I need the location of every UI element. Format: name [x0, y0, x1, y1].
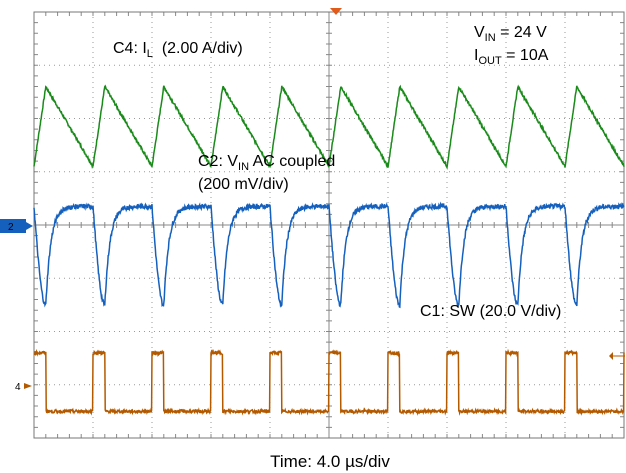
waveform-traces — [33, 84, 625, 416]
ch4-marker-label: 4 — [15, 382, 21, 393]
trigger-position-marker — [330, 8, 342, 15]
iout-annotation: IOUT = 10A — [474, 47, 549, 67]
trace-c2-input-voltage — [33, 201, 625, 309]
trigger-level-marker — [609, 352, 625, 360]
c2-channel-label: C2: VIN AC coupled — [198, 153, 335, 173]
c1-channel-label: C1: SW (20.0 V/div) — [420, 303, 561, 320]
graticule-frame — [33, 11, 625, 439]
trace-c4-inductor-current — [33, 84, 625, 170]
ch4-level-marker: 4 — [15, 382, 32, 393]
c4-channel-label: C4: IL (2.00 A/div) — [113, 40, 243, 60]
ch2-level-marker: 2 — [0, 219, 33, 233]
trace-c1-switch-node — [33, 348, 625, 416]
vin-annotation: VIN = 24 V — [474, 24, 547, 44]
x-axis-label: Time: 4.0 µs/div — [270, 452, 390, 471]
c2-scale-label: (200 mV/div) — [198, 176, 289, 193]
ch2-marker-label: 2 — [8, 222, 14, 233]
